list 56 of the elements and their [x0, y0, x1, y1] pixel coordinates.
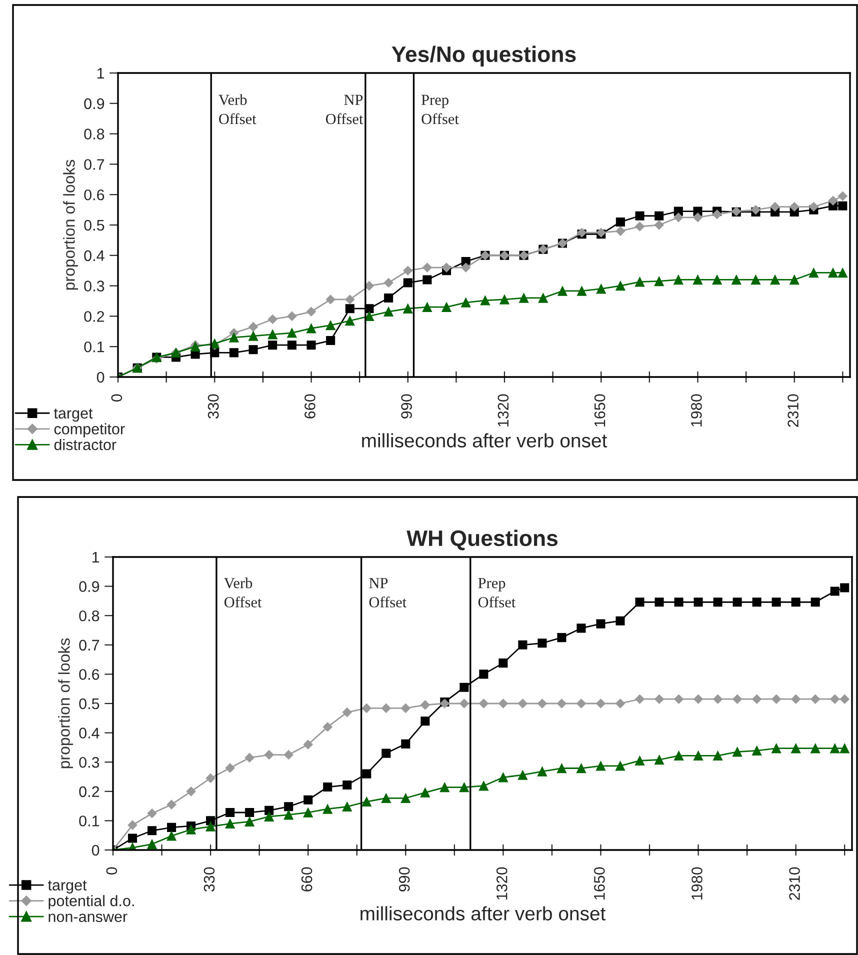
x-tick-label: 1980 [691, 394, 702, 426]
y-tick-label: 0 [96, 372, 104, 383]
x-tick-label: 1320 [498, 394, 509, 426]
x-tick-label: 990 [398, 867, 410, 892]
x-tick-label: 1980 [692, 867, 702, 900]
legend-label: potential d.o. [48, 895, 134, 910]
chart-title: WH Questions [406, 530, 558, 550]
ref-line-label: Verb Offset [218, 94, 256, 124]
y-tick-label: 0.6 [84, 189, 104, 200]
y-tick-label: 0.2 [84, 311, 104, 322]
x-tick-label: 2310 [788, 394, 798, 427]
y-tick-label: 0.5 [84, 220, 104, 231]
y-axis-title: proportion of looks [58, 638, 74, 768]
y-tick-label: 0.9 [79, 581, 100, 592]
y-tick-label: 0.3 [84, 280, 104, 292]
x-tick-label: 990 [401, 394, 412, 418]
y-tick-label: 1 [92, 552, 100, 563]
y-tick-label: 0.2 [79, 786, 100, 798]
y-tick-label: 0.4 [79, 728, 100, 738]
y-tick-label: 0.7 [84, 159, 104, 170]
y-tick-label: 0 [92, 844, 100, 856]
y-tick-label: 0.3 [79, 756, 100, 768]
chart-title: Yes/No questions [392, 46, 576, 66]
y-tick-label: 0.1 [84, 341, 104, 352]
legend-label: distractor [54, 438, 116, 450]
ref-line-label: Prep Offset [421, 94, 459, 124]
y-tick-label: 0.4 [84, 250, 104, 262]
x-tick-label: 1650 [594, 867, 605, 900]
y-tick-label: 0.5 [79, 698, 100, 710]
ref-line-label: NP Offset [326, 94, 364, 124]
y-tick-label: 0.1 [79, 816, 100, 826]
y-axis-title: proportion of looks [63, 160, 78, 290]
x-tick-label: 330 [208, 394, 219, 419]
y-tick-label: 1 [97, 68, 104, 79]
x-tick-label: 2310 [789, 867, 800, 900]
x-tick-label: 0 [106, 867, 118, 875]
y-tick-label: 0.8 [84, 128, 104, 140]
x-axis-title: milliseconds after verb onset [360, 906, 606, 920]
x-tick-label: 330 [204, 867, 215, 892]
y-tick-label: 0.7 [79, 640, 100, 651]
y-tick-label: 0.9 [84, 98, 104, 110]
legend-label: non-answer [48, 914, 128, 922]
x-tick-label: 660 [301, 867, 312, 892]
ref-line-label: NP Offset [369, 578, 407, 608]
x-tick-label: 1650 [594, 394, 606, 426]
legend-label: target [48, 880, 87, 894]
legend-label: competitor [54, 423, 125, 438]
x-axis-title: milliseconds after verb onset [362, 433, 608, 448]
ref-line-label: Verb Offset [224, 578, 262, 608]
y-tick-label: 0.8 [79, 610, 100, 622]
x-tick-label: 1320 [496, 867, 508, 900]
x-tick-label: 0 [111, 394, 122, 402]
legend-label: target [54, 408, 93, 422]
ref-line-label: Prep Offset [478, 578, 516, 608]
x-tick-label: 660 [304, 394, 316, 418]
y-tick-label: 0.6 [79, 669, 100, 680]
